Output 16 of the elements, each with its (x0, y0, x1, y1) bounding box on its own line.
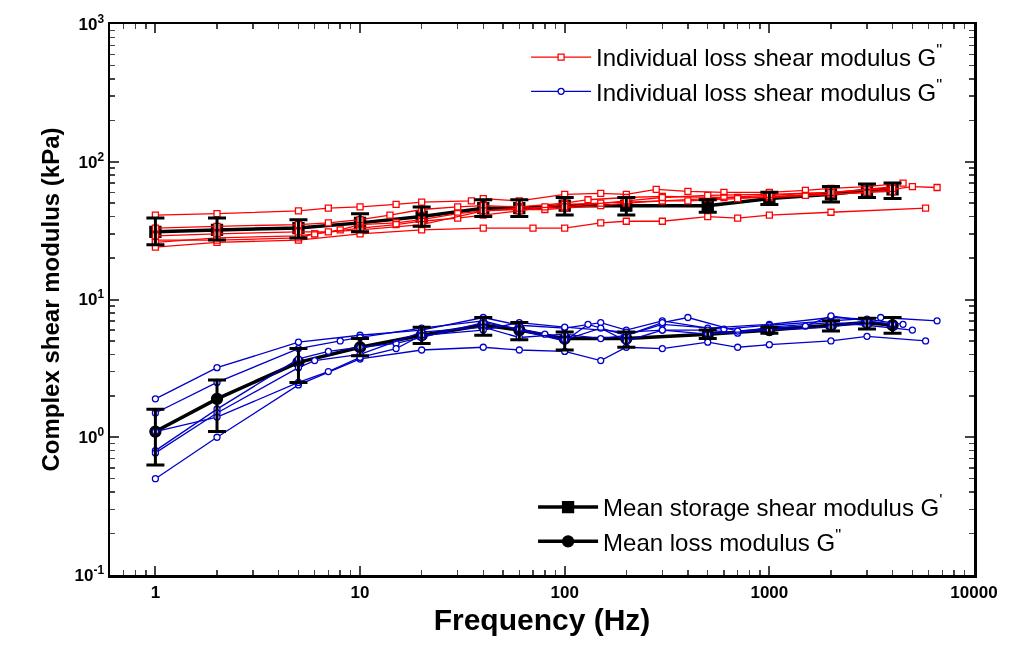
y-tick-label: 10$^{2}$ (78, 149, 105, 172)
legend-label: Individual loss shear modulus G$^{"}$ (596, 75, 943, 106)
legend-label: Mean loss modulus G$^{"}$ (603, 525, 842, 556)
x-tick-label: 10 (350, 582, 370, 602)
x-tick-label: 10000 (950, 582, 998, 602)
y-tick-label: 10$^{0}$ (78, 425, 105, 448)
legend-label: Mean storage shear modulus G$^{'}$ (603, 491, 943, 522)
y-axis-title: Complex shear modulus (kPa) (37, 127, 65, 472)
y-tick-label: 10$^{-1}$ (74, 562, 105, 585)
legend-label: Individual loss shear modulus G$^{"}$ (596, 41, 943, 72)
y-tick-label: 10$^{3}$ (78, 11, 105, 34)
x-tick-label: 100 (550, 582, 579, 602)
x-tick-label: 1 (150, 582, 161, 602)
x-tick-label: 1000 (750, 582, 789, 602)
y-tick-label: 10$^{1}$ (78, 287, 105, 310)
x-axis-title: Frequency (Hz) (433, 602, 651, 636)
